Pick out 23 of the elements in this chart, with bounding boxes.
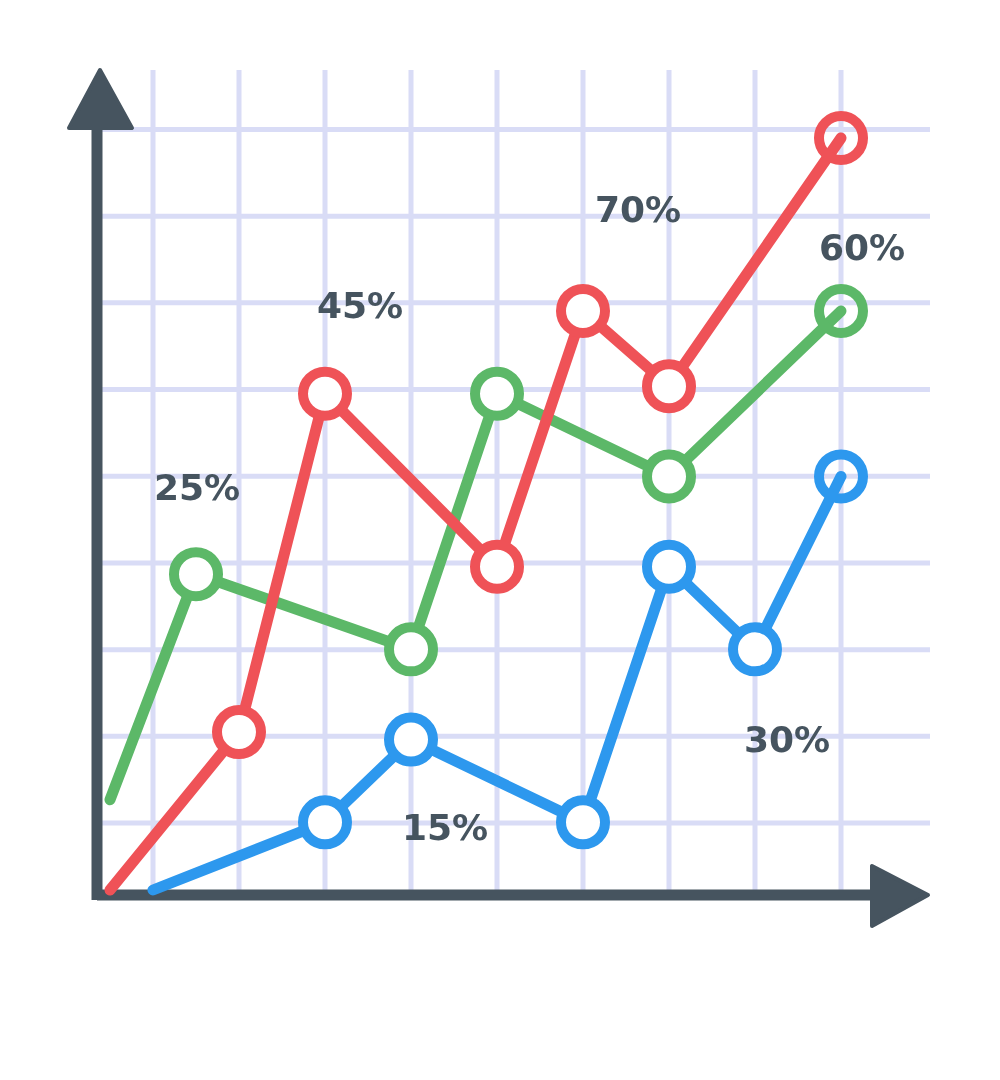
annotation: 60% (818, 227, 906, 268)
point (728, 622, 782, 677)
point (642, 539, 696, 594)
point (642, 449, 696, 504)
point (642, 359, 696, 414)
point (298, 795, 352, 850)
point (384, 712, 438, 767)
annotation: 25% (153, 467, 241, 508)
point (298, 366, 352, 421)
point (470, 539, 524, 594)
point (470, 366, 524, 421)
point (212, 705, 266, 760)
point (556, 283, 610, 338)
annotation: 15% (401, 807, 489, 848)
annotation: 70% (594, 189, 682, 230)
point (814, 283, 868, 338)
annotation: 45% (316, 285, 404, 326)
annotation: 30% (743, 719, 831, 760)
point (384, 622, 438, 677)
point (814, 449, 868, 504)
point (814, 111, 868, 165)
point (556, 795, 610, 850)
point (169, 547, 223, 602)
